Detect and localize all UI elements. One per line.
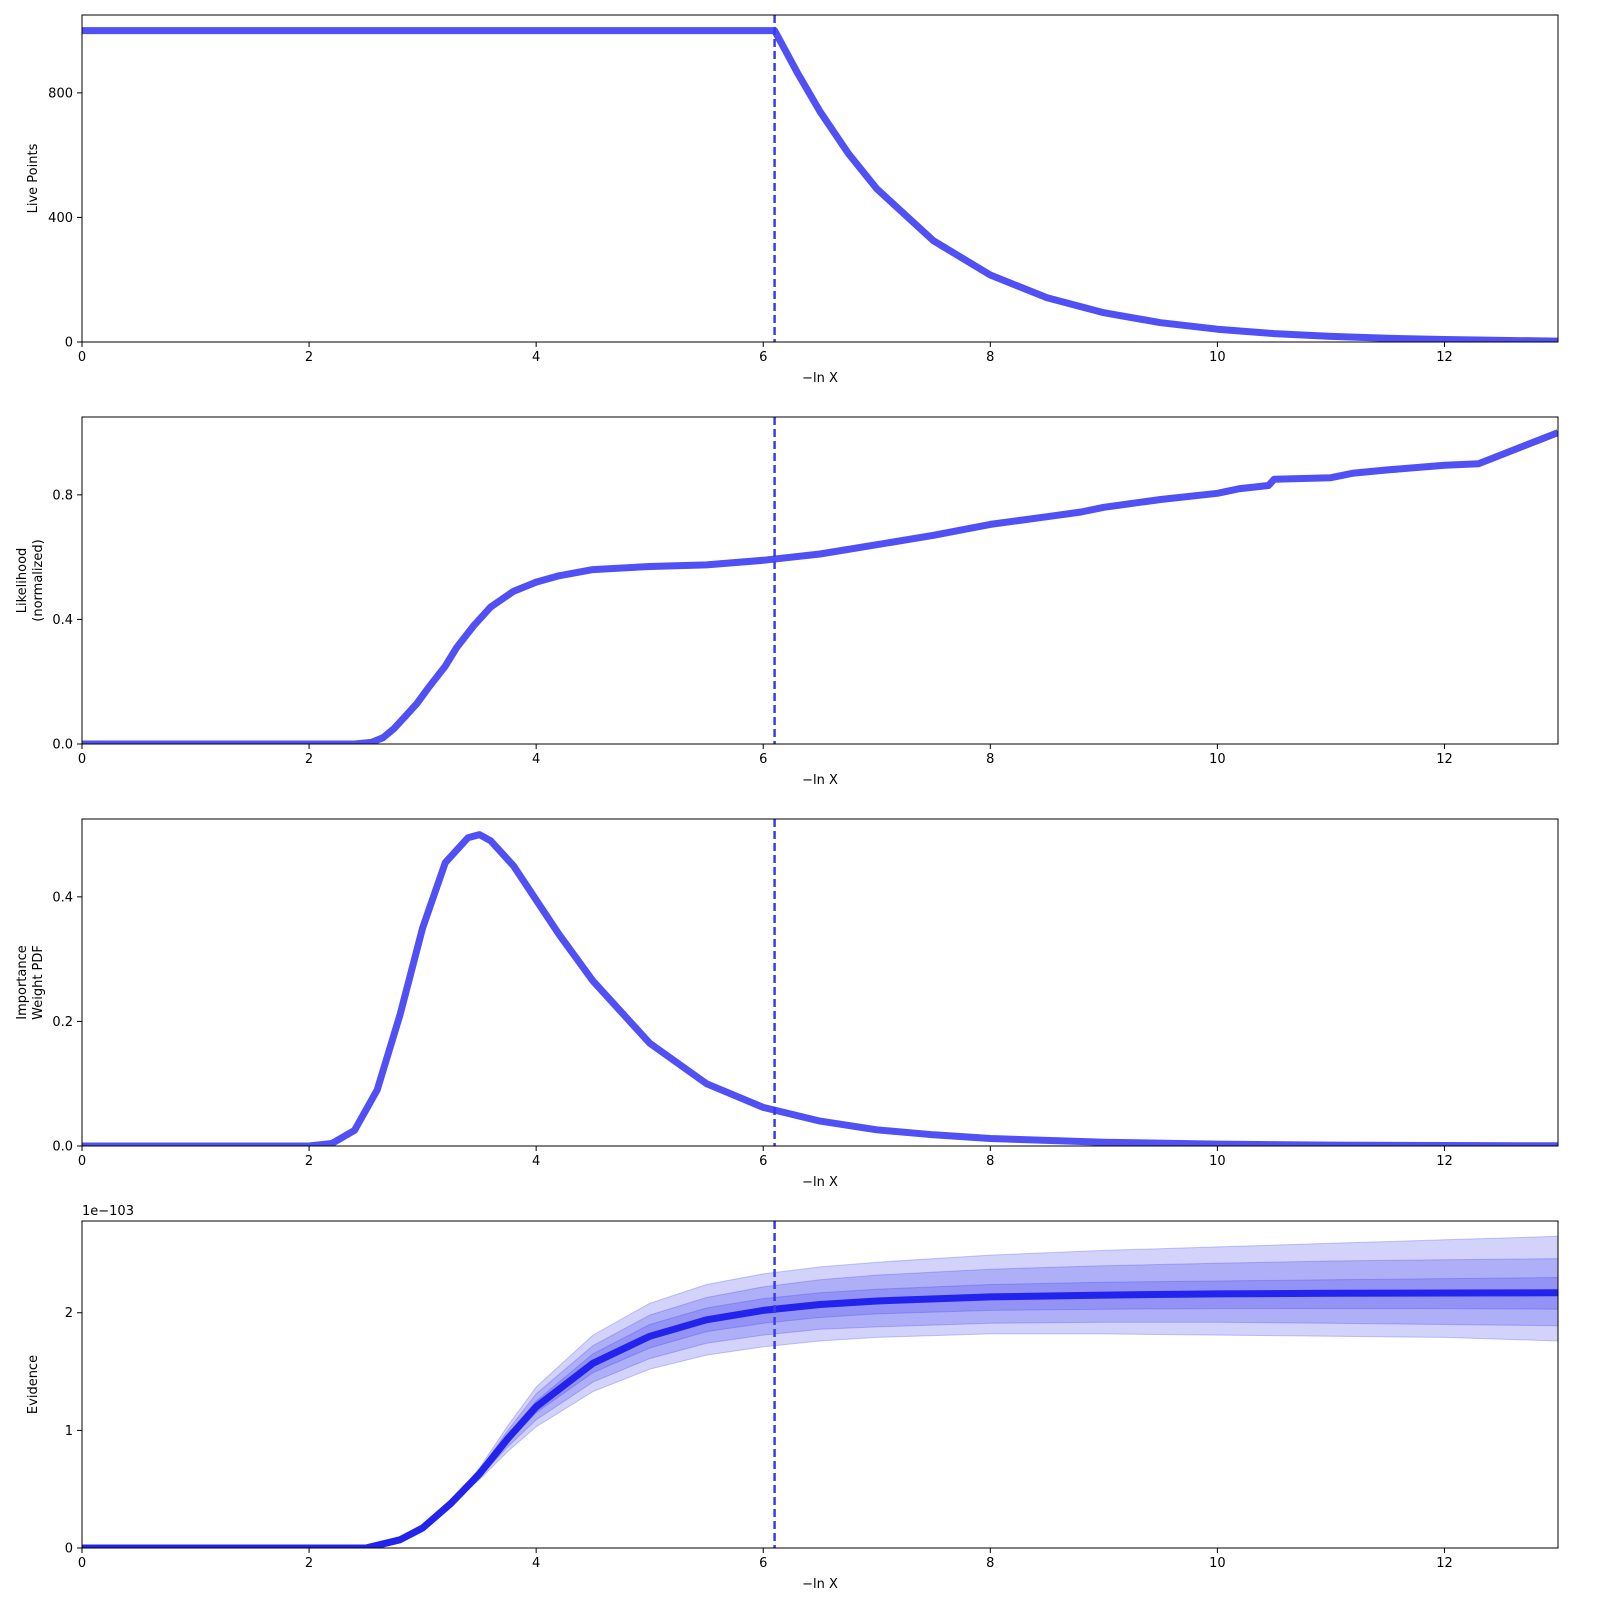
y-tick-label: 0.4 (52, 613, 73, 628)
x-tick-label: 0 (78, 350, 86, 365)
x-tick-label: 10 (1209, 1556, 1226, 1571)
x-tick-label: 0 (78, 752, 86, 767)
y-axis-label: Evidence (26, 1355, 41, 1414)
plot-area (82, 417, 1558, 744)
y-tick-label: 0.8 (52, 488, 73, 503)
x-tick-label: 12 (1436, 1154, 1453, 1169)
evidence-band-2 (82, 1258, 1558, 1548)
x-axis-label: −ln X (802, 371, 838, 386)
y-tick-label: 0.2 (52, 1015, 73, 1030)
series-line (82, 429, 1558, 744)
x-tick-label: 6 (759, 1154, 767, 1169)
x-tick-label: 0 (78, 1154, 86, 1169)
x-tick-label: 6 (759, 350, 767, 365)
series-line (82, 1289, 1558, 1548)
y-offset-label: 1e−103 (82, 1204, 134, 1219)
y-tick-label: 800 (48, 86, 73, 101)
x-tick-label: 4 (532, 1556, 540, 1571)
y-tick-label: 0.0 (52, 1140, 73, 1155)
y-tick-label: 0.4 (52, 890, 73, 905)
panel-1: 0 2 4 6 8 10 12 0 400 800 −ln X Live Points (26, 14, 1559, 386)
axes-frame (81, 14, 1559, 343)
x-tick-label: 6 (759, 752, 767, 767)
y-axis-label: Likelihood (15, 548, 30, 614)
y-tick-label: 2 (65, 1306, 73, 1321)
x-tick-label: 4 (532, 752, 540, 767)
evidence-band-1 (82, 1235, 1558, 1548)
y-axis-label: (normalized) (31, 539, 46, 621)
panel-3: 0 2 4 6 8 10 12 0.0 0.2 0.4 −ln X Importance Weight … (15, 818, 1559, 1190)
x-tick-label: 10 (1209, 350, 1226, 365)
x-tick-label: 10 (1209, 752, 1226, 767)
x-tick-label: 8 (986, 1556, 994, 1571)
y-axis-label: Importance (15, 945, 30, 1020)
x-tick-label: 8 (986, 350, 994, 365)
y-axis-label: Weight PDF (31, 945, 46, 1020)
x-tick-label: 12 (1436, 1556, 1453, 1571)
x-tick-label: 8 (986, 1154, 994, 1169)
y-tick-label: 0.0 (52, 738, 73, 753)
x-axis-label: −ln X (802, 1175, 838, 1190)
y-tick-label: 400 (48, 211, 73, 226)
axes-frame (81, 818, 1559, 1147)
x-tick-label: 2 (305, 350, 313, 365)
plot-area (82, 15, 1558, 342)
plot-area (82, 1221, 1558, 1548)
x-tick-label: 6 (759, 1556, 767, 1571)
x-tick-label: 8 (986, 752, 994, 767)
axes-frame (81, 416, 1559, 745)
y-tick-label: 1 (65, 1424, 73, 1439)
y-tick-label: 0 (65, 1542, 73, 1557)
x-tick-label: 0 (78, 1556, 86, 1571)
x-axis-label: −ln X (802, 1577, 838, 1592)
y-axis-label: Live Points (26, 143, 41, 213)
x-tick-label: 12 (1436, 350, 1453, 365)
x-tick-label: 10 (1209, 1154, 1226, 1169)
x-axis-label: −ln X (802, 773, 838, 788)
x-tick-label: 2 (305, 1154, 313, 1169)
series-line (82, 831, 1558, 1146)
panel-2: 0 2 4 6 8 10 12 0.0 0.4 0.8 −ln X Likelihood (normal… (15, 416, 1559, 788)
axes-frame (81, 1220, 1559, 1549)
plot-area (82, 819, 1558, 1146)
x-tick-label: 4 (532, 350, 540, 365)
series-line (82, 27, 1558, 342)
x-tick-label: 4 (532, 1154, 540, 1169)
x-tick-label: 2 (305, 1556, 313, 1571)
y-tick-label: 0 (65, 336, 73, 351)
x-tick-label: 2 (305, 752, 313, 767)
x-tick-label: 12 (1436, 752, 1453, 767)
